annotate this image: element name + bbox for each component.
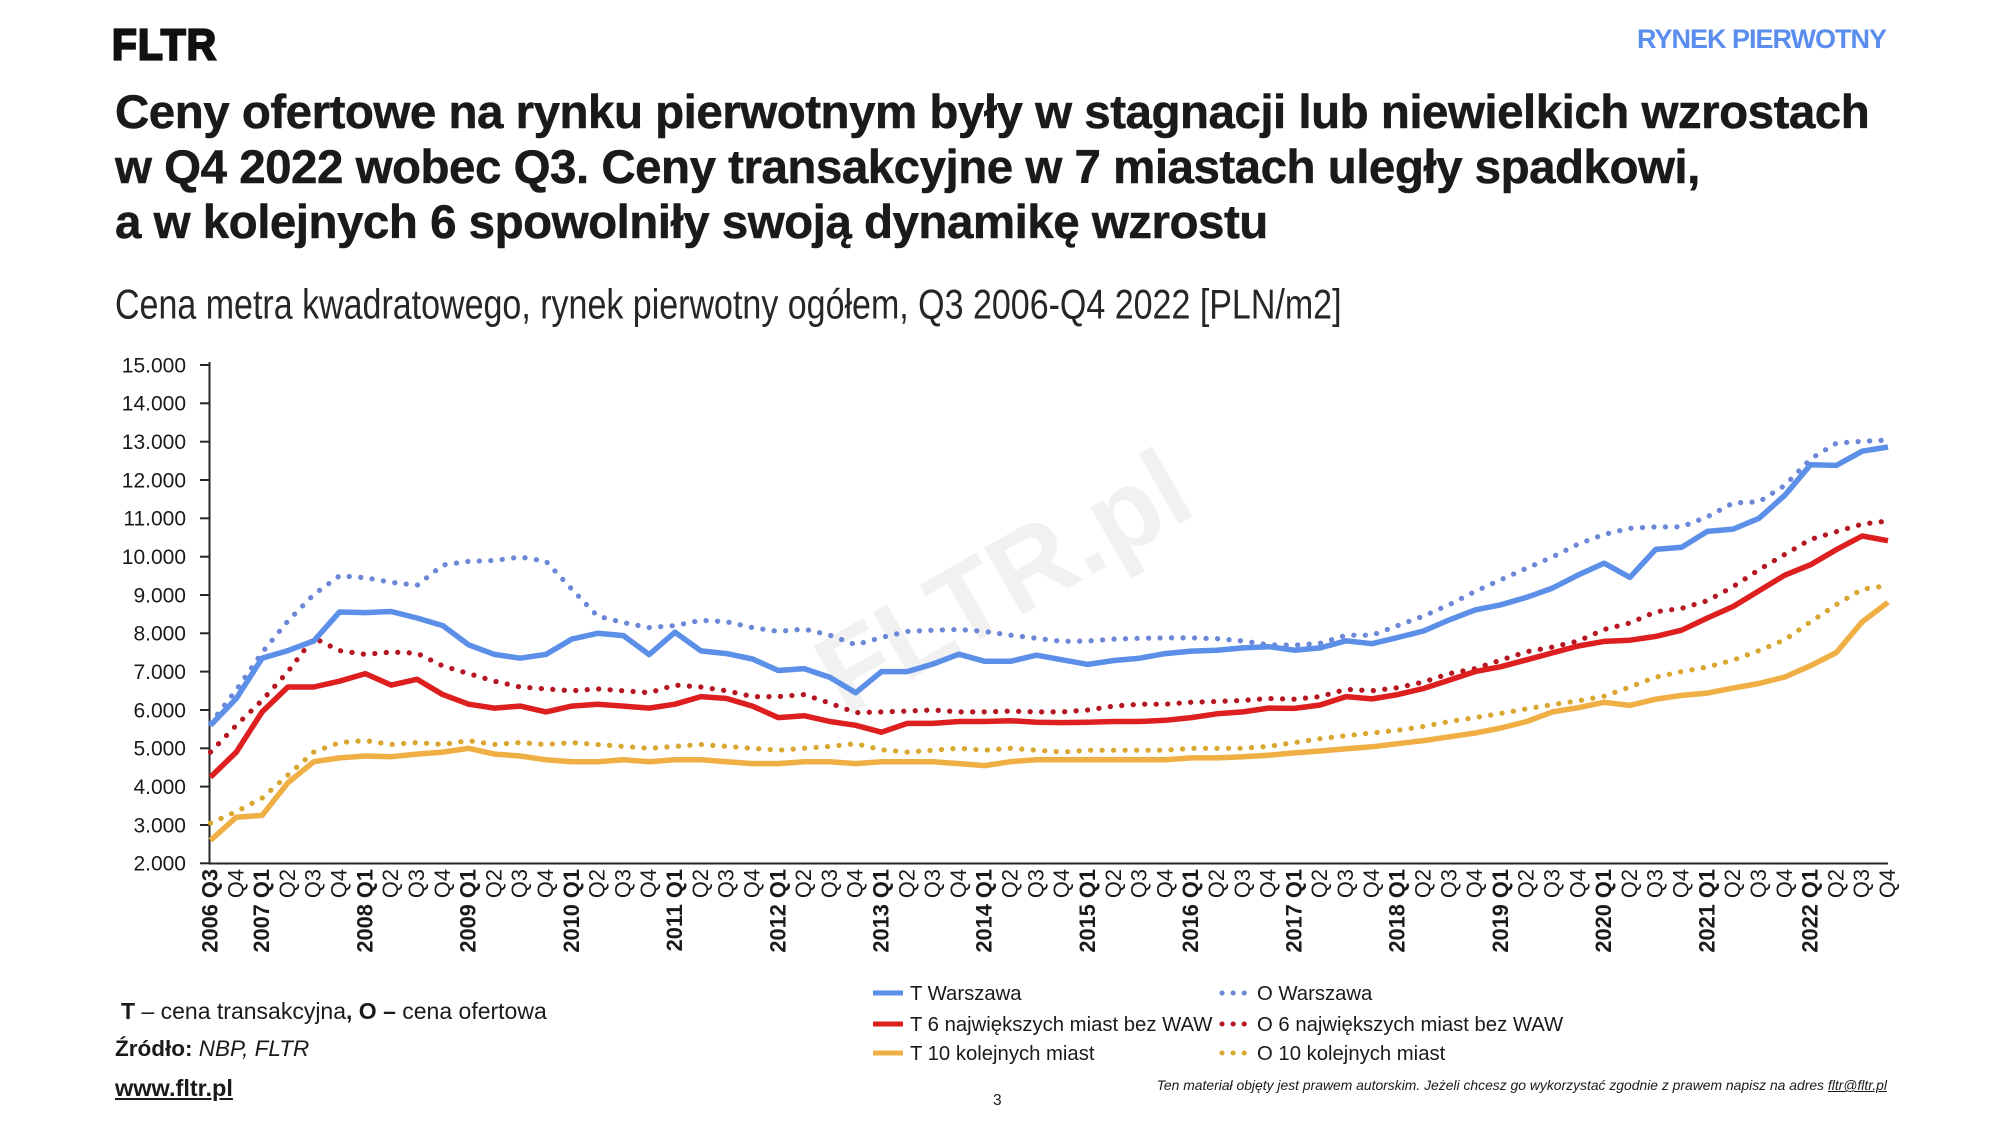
svg-text:12.000: 12.000: [122, 469, 186, 492]
svg-text:Q2: Q2: [1204, 869, 1229, 898]
svg-text:2006 Q3: 2006 Q3: [198, 869, 223, 953]
svg-text:Q4: Q4: [636, 869, 661, 898]
svg-text:Q4: Q4: [1875, 869, 1900, 898]
svg-text:Q3: Q3: [1849, 869, 1874, 898]
svg-text:4.000: 4.000: [133, 776, 186, 799]
svg-text:Q4: Q4: [946, 869, 971, 898]
svg-text:2019 Q1: 2019 Q1: [1488, 869, 1513, 953]
svg-text:Q2: Q2: [585, 869, 610, 898]
svg-text:2013 Q1: 2013 Q1: [869, 869, 894, 953]
svg-text:10.000: 10.000: [122, 546, 186, 569]
svg-text:Q4: Q4: [1772, 869, 1797, 898]
svg-text:2010 Q1: 2010 Q1: [559, 869, 584, 953]
svg-text:6.000: 6.000: [133, 699, 186, 722]
svg-text:Q3: Q3: [1127, 869, 1152, 898]
svg-text:Q3: Q3: [507, 869, 532, 898]
svg-text:Q2: Q2: [894, 869, 919, 898]
svg-text:Q3: Q3: [404, 869, 429, 898]
svg-text:Q3: Q3: [1540, 869, 1565, 898]
svg-text:Q4: Q4: [430, 869, 455, 898]
svg-text:2012 Q1: 2012 Q1: [765, 869, 790, 953]
svg-text:Q4: Q4: [1462, 869, 1487, 898]
svg-text:2008 Q1: 2008 Q1: [352, 869, 377, 953]
svg-text:Q2: Q2: [688, 869, 713, 898]
svg-text:2011 Q1: 2011 Q1: [662, 869, 687, 951]
svg-text:Q3: Q3: [610, 869, 635, 898]
svg-text:Q2: Q2: [378, 869, 403, 898]
svg-text:2016 Q1: 2016 Q1: [1178, 869, 1203, 953]
svg-text:O 6 największych miast bez WAW: O 6 największych miast bez WAW: [1257, 1014, 1564, 1036]
svg-text:Q4: Q4: [740, 869, 765, 898]
svg-text:Q4: Q4: [1669, 869, 1694, 898]
svg-text:2020 Q1: 2020 Q1: [1591, 869, 1616, 953]
svg-text:8.000: 8.000: [133, 623, 186, 646]
svg-text:Q3: Q3: [1230, 869, 1255, 898]
svg-text:Q2: Q2: [481, 869, 506, 898]
svg-text:Q3: Q3: [1333, 869, 1358, 898]
svg-text:Q2: Q2: [1307, 869, 1332, 898]
svg-text:15.000: 15.000: [122, 354, 186, 377]
svg-text:T Warszawa: T Warszawa: [910, 983, 1022, 1005]
svg-text:2017 Q1: 2017 Q1: [1281, 869, 1306, 953]
svg-text:T 10 kolejnych miast: T 10 kolejnych miast: [910, 1043, 1095, 1065]
svg-text:Q3: Q3: [817, 869, 842, 898]
svg-text:2014 Q1: 2014 Q1: [972, 869, 997, 953]
svg-text:2022 Q1: 2022 Q1: [1798, 869, 1823, 953]
svg-text:T 6 największych miast bez WAW: T 6 największych miast bez WAW: [910, 1014, 1213, 1036]
svg-text:9.000: 9.000: [133, 584, 186, 607]
svg-text:14.000: 14.000: [122, 393, 186, 416]
svg-text:13.000: 13.000: [122, 431, 186, 454]
svg-text:2007 Q1: 2007 Q1: [249, 869, 274, 953]
svg-text:11.000: 11.000: [123, 508, 186, 531]
svg-text:2015 Q1: 2015 Q1: [1075, 869, 1100, 953]
svg-text:2.000: 2.000: [133, 853, 186, 876]
svg-text:Q4: Q4: [1049, 869, 1074, 898]
svg-text:Q2: Q2: [1514, 869, 1539, 898]
svg-text:Q4: Q4: [327, 869, 352, 898]
svg-text:Q4: Q4: [1565, 869, 1590, 898]
svg-text:Q2: Q2: [1720, 869, 1745, 898]
svg-text:Q4: Q4: [533, 869, 558, 898]
svg-text:O 10 kolejnych miast: O 10 kolejnych miast: [1257, 1043, 1446, 1065]
svg-text:Q4: Q4: [1359, 869, 1384, 898]
svg-text:Q2: Q2: [1823, 869, 1848, 898]
svg-text:Q2: Q2: [998, 869, 1023, 898]
svg-text:2009 Q1: 2009 Q1: [456, 869, 481, 953]
svg-text:Q2: Q2: [275, 869, 300, 898]
svg-text:Q2: Q2: [791, 869, 816, 898]
svg-text:Q3: Q3: [1436, 869, 1461, 898]
svg-text:2018 Q1: 2018 Q1: [1385, 869, 1410, 953]
svg-text:Q2: Q2: [1411, 869, 1436, 898]
svg-text:Q3: Q3: [1023, 869, 1048, 898]
svg-text:7.000: 7.000: [133, 661, 186, 684]
svg-text:Q3: Q3: [920, 869, 945, 898]
svg-text:Q2: Q2: [1101, 869, 1126, 898]
svg-text:Q4: Q4: [1256, 869, 1281, 898]
svg-text:Q4: Q4: [1152, 869, 1177, 898]
svg-text:Q2: Q2: [1617, 869, 1642, 898]
svg-text:O Warszawa: O Warszawa: [1257, 983, 1373, 1005]
svg-text:Q3: Q3: [1746, 869, 1771, 898]
svg-text:5.000: 5.000: [133, 738, 186, 761]
svg-text:Q4: Q4: [843, 869, 868, 898]
svg-text:2021 Q1: 2021 Q1: [1694, 869, 1719, 953]
svg-text:Q3: Q3: [714, 869, 739, 898]
svg-text:Q3: Q3: [1643, 869, 1668, 898]
svg-text:Q4: Q4: [223, 869, 248, 898]
svg-text:Q3: Q3: [301, 869, 326, 898]
svg-text:3.000: 3.000: [133, 814, 186, 837]
